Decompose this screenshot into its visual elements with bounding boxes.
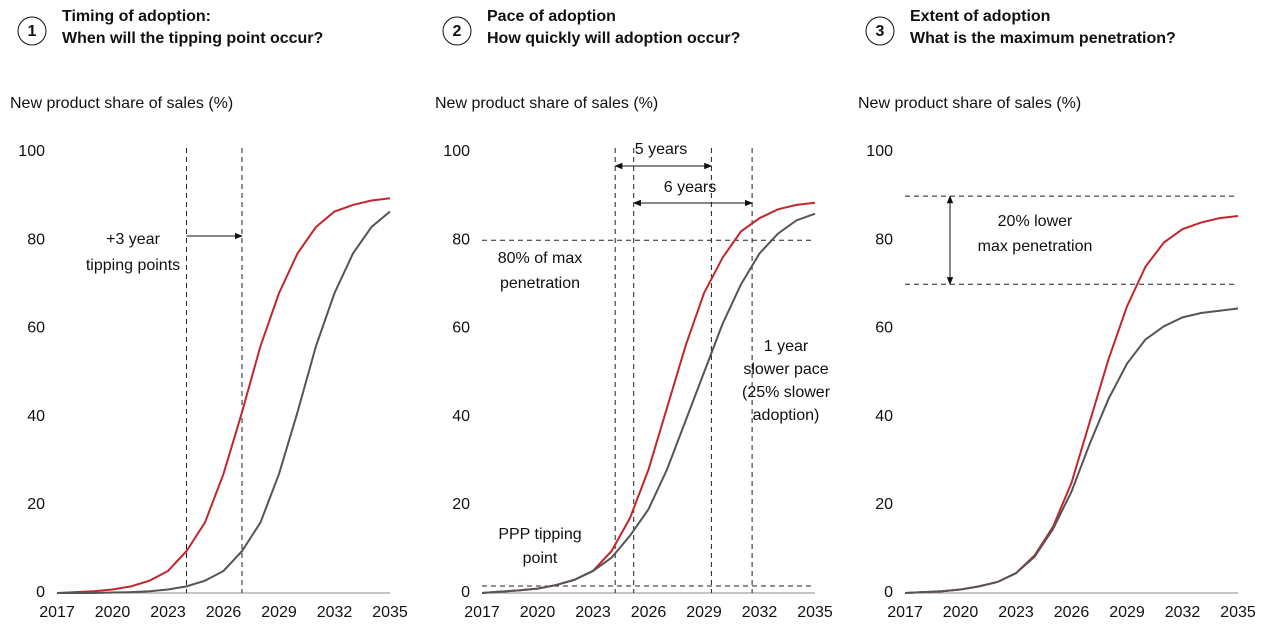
- x-tick-label: 2023: [575, 604, 611, 621]
- panel-subtitle: When will the tipping point occur?: [62, 30, 323, 47]
- y-axis-label: New product share of sales (%): [858, 95, 1081, 112]
- x-tick-label: 2020: [95, 604, 131, 621]
- series-line: [904, 214, 1239, 594]
- x-tick-label: 2035: [1220, 604, 1256, 621]
- y-tick-label: 20: [875, 496, 893, 513]
- y-tick-label: 80: [452, 231, 470, 248]
- x-tick-label: 2026: [206, 604, 242, 621]
- y-tick-label: 0: [884, 584, 893, 601]
- annotation: 1 year: [764, 338, 809, 355]
- y-tick-label: 100: [443, 143, 470, 160]
- y-tick-label: 80: [875, 231, 893, 248]
- annotation: (25% slower: [742, 384, 831, 401]
- y-axis-label: New product share of sales (%): [10, 95, 233, 112]
- x-tick-label: 2023: [150, 604, 186, 621]
- number-badge: [442, 16, 472, 46]
- annotation: 20% lower: [998, 213, 1073, 230]
- x-tick-label: 2035: [372, 604, 408, 621]
- panel-subtitle: How quickly will adoption occur?: [487, 30, 740, 47]
- annotation: +3 year: [106, 231, 160, 248]
- y-tick-label: 100: [866, 143, 893, 160]
- annotation: slower pace: [743, 361, 828, 378]
- number-badge: [17, 16, 47, 46]
- y-tick-label: 40: [27, 408, 45, 425]
- x-tick-label: 2029: [261, 604, 297, 621]
- annotation: penetration: [500, 275, 580, 292]
- x-tick-label: 2020: [943, 604, 979, 621]
- panel-title: Pace of adoption: [487, 8, 616, 25]
- annotation: PPP tipping: [498, 526, 581, 543]
- series-line: [57, 210, 391, 594]
- x-tick-label: 2026: [631, 604, 667, 621]
- y-axis-label: New product share of sales (%): [435, 95, 658, 112]
- panel-number: 1: [28, 23, 37, 40]
- series-line: [56, 197, 391, 594]
- panel-number: 2: [453, 23, 462, 40]
- y-tick-label: 60: [875, 320, 893, 337]
- y-tick-label: 0: [36, 584, 45, 601]
- x-tick-label: 2017: [39, 604, 75, 621]
- annotation: adoption): [753, 407, 820, 424]
- annotation: point: [523, 550, 558, 567]
- y-tick-label: 40: [875, 408, 893, 425]
- panel-subtitle: What is the maximum penetration?: [910, 30, 1176, 47]
- y-tick-label: 20: [452, 496, 470, 513]
- y-tick-label: 100: [18, 143, 45, 160]
- y-tick-label: 60: [27, 320, 45, 337]
- panel-title: Extent of adoption: [910, 8, 1050, 25]
- panel-title: Timing of adoption:: [62, 8, 211, 25]
- x-tick-label: 2029: [1109, 604, 1145, 621]
- y-tick-label: 0: [461, 584, 470, 601]
- y-tick-label: 80: [27, 231, 45, 248]
- x-tick-label: 2032: [742, 604, 778, 621]
- annotation: 5 years: [635, 141, 687, 158]
- annotation: max penetration: [978, 238, 1093, 255]
- y-tick-label: 20: [27, 496, 45, 513]
- number-badge: [865, 16, 895, 46]
- annotation: tipping points: [86, 257, 180, 274]
- series-line: [904, 307, 1239, 594]
- x-tick-label: 2029: [686, 604, 722, 621]
- x-tick-label: 2017: [464, 604, 500, 621]
- x-tick-label: 2026: [1054, 604, 1090, 621]
- panel-number: 3: [876, 23, 885, 40]
- x-tick-label: 2035: [797, 604, 833, 621]
- y-tick-label: 60: [452, 320, 470, 337]
- y-tick-label: 40: [452, 408, 470, 425]
- x-tick-label: 2032: [317, 604, 353, 621]
- x-tick-label: 2032: [1165, 604, 1201, 621]
- x-tick-label: 2017: [887, 604, 923, 621]
- annotation: 80% of max: [498, 250, 582, 267]
- annotation: 6 years: [664, 179, 716, 196]
- series-line: [481, 212, 816, 594]
- x-tick-label: 2020: [520, 604, 556, 621]
- x-tick-label: 2023: [998, 604, 1034, 621]
